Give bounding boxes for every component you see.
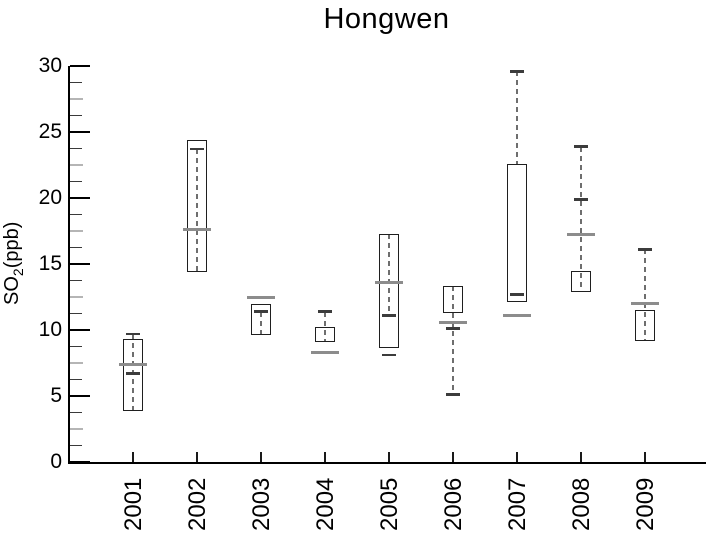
- y-minor-tick: [70, 180, 82, 183]
- y-axis-label-prefix: SO: [1, 276, 23, 305]
- x-tick-label-2008: 2008: [568, 477, 595, 531]
- x-axis-line: [68, 462, 706, 464]
- y-minor-tick: [70, 428, 83, 430]
- x-tick-label-2005: 2005: [376, 477, 403, 531]
- whisker-cap-2007: [510, 293, 524, 296]
- x-tick-label-2002: 2002: [184, 477, 211, 531]
- y-minor-tick: [70, 164, 83, 166]
- y-minor-tick: [70, 147, 82, 150]
- wide-line-2009: [631, 302, 659, 306]
- y-minor-tick: [70, 230, 83, 232]
- whisker-dash-2007: [516, 71, 518, 164]
- whisker-cap-2006: [446, 327, 460, 330]
- whisker-dash-2002: [196, 149, 198, 272]
- wide-line-2004: [311, 350, 339, 354]
- x-tick: [516, 452, 518, 462]
- x-tick-label-2004: 2004: [312, 477, 339, 531]
- whisker-cap-2001: [126, 372, 140, 375]
- y-minor-tick: [70, 345, 82, 348]
- x-tick-label-2003: 2003: [248, 477, 275, 531]
- y-minor-tick: [70, 246, 82, 249]
- y-minor-tick: [70, 98, 83, 100]
- box-2005: [379, 233, 399, 349]
- y-major-tick: [70, 395, 90, 397]
- box-2009: [635, 310, 655, 341]
- box-2001: [123, 339, 143, 411]
- y-tick-label: 25: [38, 120, 62, 143]
- whisker-dash-2001: [132, 333, 134, 411]
- wide-line-2007: [503, 313, 531, 317]
- wide-line-2005: [375, 280, 403, 284]
- y-tick-label: 20: [38, 186, 62, 209]
- x-tick: [196, 452, 198, 462]
- x-tick-label-2009: 2009: [632, 477, 659, 531]
- y-major-tick: [70, 461, 90, 463]
- box-2008: [571, 270, 591, 292]
- whisker-cap-2002: [190, 147, 204, 151]
- y-major-tick: [70, 263, 90, 265]
- y-minor-tick: [70, 279, 82, 282]
- chart-title: Hongwen: [323, 3, 450, 35]
- y-tick-label: 10: [38, 318, 62, 341]
- y-major-tick: [70, 197, 90, 199]
- whisker-cap-2005: [382, 314, 396, 317]
- x-tick-label-2001: 2001: [120, 477, 147, 531]
- whisker-dash-2008: [580, 146, 582, 292]
- box-2004: [315, 327, 335, 342]
- whisker-cap-2003: [254, 310, 268, 313]
- y-major-tick: [70, 131, 90, 133]
- whisker-cap-2008: [574, 198, 588, 201]
- whisker-cap-2005: [382, 353, 396, 357]
- x-tick: [260, 452, 262, 462]
- whisker-cap-2004: [318, 310, 332, 313]
- whisker-cap-2009: [638, 248, 652, 251]
- y-major-tick: [70, 329, 90, 331]
- wide-line-2003: [247, 295, 275, 299]
- y-minor-tick: [70, 296, 83, 298]
- y-tick-label: 0: [50, 450, 62, 473]
- y-minor-tick: [70, 411, 82, 414]
- whisker-dash-2005: [388, 233, 390, 316]
- x-tick: [324, 452, 326, 462]
- y-minor-tick: [70, 362, 83, 364]
- x-tick: [388, 452, 390, 462]
- box-2003: [251, 303, 271, 336]
- y-major-tick: [70, 65, 90, 67]
- x-tick: [580, 452, 582, 462]
- whisker-dash-2009: [644, 249, 646, 341]
- x-tick-label-2007: 2007: [504, 477, 531, 531]
- box-2006: [443, 286, 463, 313]
- y-minor-tick: [70, 312, 82, 315]
- wide-line-2001: [119, 362, 147, 366]
- whisker-cap-2008: [574, 145, 588, 148]
- box-2002: [187, 139, 207, 272]
- y-minor-tick: [70, 444, 82, 447]
- y-tick-label: 15: [38, 252, 62, 275]
- whisker-dash-2003: [260, 311, 262, 336]
- y-minor-tick: [70, 81, 82, 84]
- y-minor-tick: [70, 213, 82, 216]
- y-minor-tick: [70, 378, 82, 381]
- y-tick-label: 30: [38, 54, 62, 77]
- wide-line-2006: [439, 320, 467, 324]
- whisker-cap-2007: [510, 69, 524, 73]
- whisker-cap-2001: [126, 332, 140, 336]
- box-2007: [507, 163, 527, 303]
- y-minor-tick: [70, 114, 82, 117]
- x-tick: [452, 452, 454, 462]
- whisker-cap-2006: [446, 393, 460, 396]
- y-axis-line: [68, 66, 70, 464]
- x-tick-label-2006: 2006: [440, 477, 467, 531]
- whisker-dash-2004: [324, 311, 326, 342]
- wide-line-2002: [183, 228, 211, 232]
- whisker-dash-2006: [452, 286, 454, 395]
- y-tick-label: 5: [50, 384, 62, 407]
- wide-line-2008: [567, 233, 595, 237]
- x-tick: [644, 452, 646, 462]
- x-tick: [132, 452, 134, 462]
